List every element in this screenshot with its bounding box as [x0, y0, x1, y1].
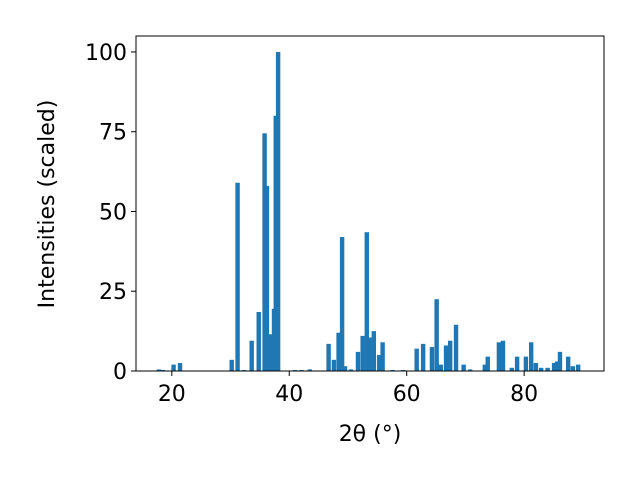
bar: [376, 355, 382, 371]
bar: [551, 363, 557, 371]
x-tick-label: 20: [158, 382, 186, 407]
bar: [485, 356, 490, 371]
bar: [367, 337, 372, 371]
bar: [336, 332, 341, 371]
y-tick-label: 25: [99, 280, 127, 305]
bar: [360, 335, 365, 371]
bar: [528, 342, 534, 371]
bar: [156, 369, 162, 371]
y-tick-label: 0: [113, 360, 127, 385]
bar: [467, 369, 473, 371]
y-tick-label: 50: [99, 200, 127, 225]
bar: [229, 359, 234, 371]
bar: [509, 367, 515, 371]
bar: [348, 369, 354, 371]
bar: [249, 340, 254, 371]
bar: [171, 364, 176, 371]
bar: [438, 364, 443, 371]
bar: [429, 347, 435, 371]
bar: [461, 364, 466, 371]
bar: [235, 182, 240, 371]
bar: [307, 369, 313, 371]
bar: [496, 342, 502, 371]
bar: [554, 361, 560, 371]
plot-area: [156, 51, 581, 371]
bar: [275, 51, 281, 371]
y-tick-label: 75: [99, 121, 127, 146]
bar: [267, 334, 273, 371]
y-axis-label: Intensities (scaled): [35, 100, 60, 309]
bar: [523, 356, 529, 371]
bar: [557, 351, 563, 371]
bar: [342, 366, 348, 371]
bar: [447, 340, 453, 371]
axes-frame: [135, 35, 605, 372]
bar: [364, 232, 369, 371]
bar: [514, 356, 520, 371]
bar: [414, 348, 419, 371]
x-tick-label: 80: [510, 382, 538, 407]
bar: [380, 342, 385, 371]
bar: [500, 340, 506, 371]
bar: [434, 299, 439, 371]
bar: [570, 366, 576, 371]
x-axis-label: 2θ (°): [339, 422, 402, 447]
bar: [262, 133, 267, 371]
bar: [565, 356, 571, 371]
bar: [264, 185, 270, 371]
bar: [355, 351, 361, 371]
bar: [453, 324, 459, 371]
bar: [331, 359, 337, 371]
bar: [545, 367, 550, 371]
bar: [482, 364, 487, 371]
y-tick-label: 100: [85, 41, 127, 66]
bar: [273, 115, 278, 371]
x-tick-label: 40: [275, 382, 303, 407]
bar: [177, 363, 183, 371]
bar: [538, 367, 544, 371]
bar: [533, 363, 539, 371]
bar: [575, 364, 581, 371]
bar: [339, 237, 345, 371]
x-tick-label: 60: [393, 382, 421, 407]
bar: [326, 343, 331, 371]
bar: [443, 345, 449, 371]
bar: [420, 343, 426, 371]
bar: [256, 311, 261, 371]
bar: [371, 331, 377, 371]
